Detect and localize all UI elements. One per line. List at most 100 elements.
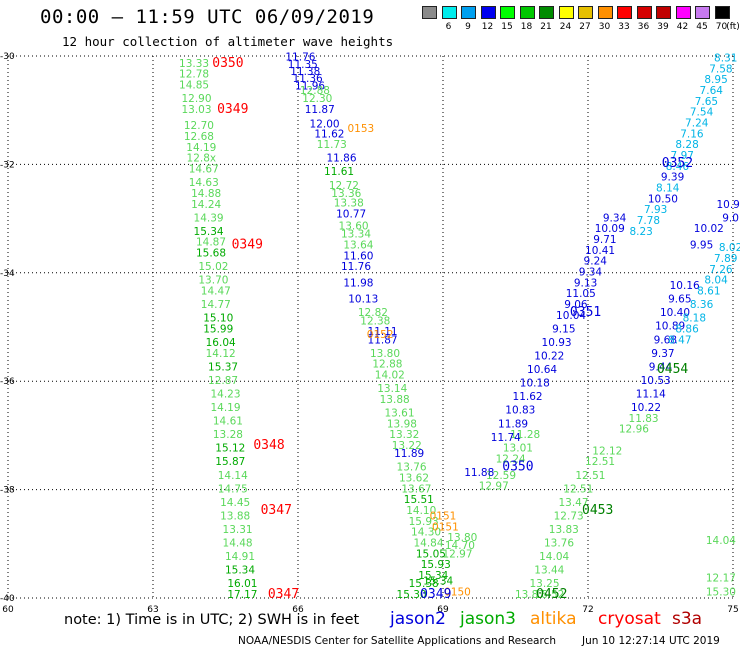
wave-height-value: 14.77 (201, 299, 231, 311)
wave-height-value: 11.36 (293, 73, 323, 85)
wave-height-value: 7.24 (685, 117, 709, 129)
wave-height-value: 11.87 (305, 104, 335, 116)
wave-height-value: 13.76 (544, 538, 574, 550)
wave-height-value: 12.17 (706, 573, 736, 585)
lon-tick-label: 72 (582, 605, 593, 615)
legend-label: 45 (696, 22, 708, 32)
legend-swatch (675, 6, 691, 19)
wave-height-value: 10.50 (648, 193, 678, 205)
wave-height-value: 11.98 (343, 277, 373, 289)
wave-height-value: 13.88 (380, 394, 410, 406)
lat-tick-label: -38 (0, 486, 15, 496)
wave-height-value: 12.8x (187, 153, 217, 165)
pass-time-label: 0349 (420, 587, 451, 602)
wave-height-value: 13.03 (181, 104, 211, 116)
wave-height-value: 12.38 (360, 315, 390, 327)
units-note: note: 1) Time is in UTC; 2) SWH is in fe… (64, 612, 360, 628)
wave-height-value: 12.87 (208, 375, 238, 387)
wave-height-value: 11.89 (498, 418, 528, 430)
legend-swatch (558, 6, 574, 19)
satellite-jason3: jason3 (460, 609, 516, 629)
wave-height-value: 11.74 (491, 432, 521, 444)
wave-height-value: 11.62 (513, 391, 543, 403)
wave-height-value: 14.70 (445, 540, 475, 552)
wave-height-value: 8.18 (683, 313, 706, 325)
wave-height-value: 12.73 (554, 510, 584, 522)
wave-height-value: 12.51 (575, 470, 605, 482)
wave-height-value: 13.34 (341, 229, 371, 241)
legend-swatch (597, 6, 613, 19)
wave-height-value: 7.65 (695, 96, 718, 108)
wave-height-value: 15.30 (397, 589, 427, 601)
wave-height-value: 13.61 (384, 407, 414, 419)
wave-height-value: 8.47 (668, 334, 691, 346)
legend-swatch (461, 6, 476, 19)
wave-height-value: 9.06 (564, 299, 588, 311)
wave-height-value: 14.87 (196, 237, 226, 249)
wave-height-value: 14.02 (375, 369, 405, 381)
wave-height-value: 12.30 (302, 93, 332, 105)
wave-height-value: 12.97 (479, 481, 509, 493)
wave-height-value: 17.17 (227, 589, 257, 601)
wave-height-value: 12.24 (496, 454, 526, 466)
wave-height-value: 16.52 (534, 589, 564, 601)
wave-height-value: 14.12 (206, 348, 236, 360)
legend-label: 6 (445, 22, 452, 32)
wave-height-value: 9.15 (552, 323, 575, 335)
wave-height-value: 0151 (432, 521, 459, 533)
wave-height-value: 14.75 (218, 483, 248, 495)
legend-swatch (519, 6, 535, 19)
wave-height-value: 9.24 (584, 256, 608, 268)
wave-height-value: 0152 (367, 329, 394, 341)
wave-height-value: 14.88 (191, 188, 221, 200)
pass-time-label: 0349 (232, 237, 263, 252)
wave-height-value: 14.04 (539, 551, 569, 563)
wave-height-value: 15.93 (409, 516, 439, 528)
wave-height-value: 8.02 (719, 242, 740, 254)
lon-tick-label: 60 (2, 605, 14, 615)
wave-height-value: 10.13 (348, 294, 378, 306)
wave-height-value: 11.96 (295, 81, 325, 93)
lat-tick-label: -40 (0, 594, 15, 604)
pass-time-label: 0347 (261, 503, 292, 518)
wave-height-value: 14.30 (411, 527, 441, 539)
wave-height-value: 7.26 (709, 264, 733, 276)
legend-label: 12 (481, 22, 494, 32)
pass-time-label: 0452 (536, 587, 567, 602)
legend-label: 70 (715, 22, 728, 32)
wave-height-value: 15.38 (409, 578, 439, 590)
wave-height-value: 7.93 (644, 204, 667, 216)
lat-tick-label: -30 (0, 52, 15, 62)
wave-height-value: 10.09 (595, 223, 625, 235)
wave-height-value: 10.18 (520, 378, 550, 390)
wave-height-value: 13.98 (387, 418, 417, 430)
wave-height-value: 12.70 (184, 120, 214, 132)
credit-text: NOAA/NESDIS Center for Satellite Applica… (238, 635, 556, 647)
wave-height-value: 9.39 (661, 172, 684, 184)
wave-height-value: 10.41 (585, 245, 615, 257)
wave-height-value: 13.83 (549, 524, 579, 536)
wave-height-value: 11.83 (629, 413, 659, 425)
wave-height-value: 13.76 (397, 462, 427, 474)
wave-height-value: 13.60 (339, 220, 369, 232)
wave-height-value: 10.53 (641, 375, 671, 387)
wave-height-value: 11.76 (285, 51, 315, 63)
legend-label: 24 (559, 22, 572, 32)
legend-unit-label: (ft) (726, 22, 740, 32)
lon-tick-label: 75 (727, 605, 738, 615)
wave-height-value: 13.32 (389, 429, 419, 441)
wave-height-value: 14.19 (186, 142, 216, 154)
wave-height-value: 8.23 (629, 226, 652, 238)
wave-height-value: 12.96 (619, 424, 649, 436)
wave-height-value: 13.88 (220, 510, 250, 522)
legend-label: 33 (618, 22, 630, 32)
legend-label: 30 (598, 22, 611, 32)
wave-height-value: 10.77 (336, 209, 366, 221)
wave-height-value: 16.01 (227, 578, 257, 590)
wave-height-value: 13.80 (447, 532, 477, 544)
wave-height-value: 13.33 (179, 58, 209, 70)
wave-height-value: 11.60 (343, 250, 373, 262)
wave-height-value: 8.31 (714, 52, 737, 64)
lat-tick-label: -34 (0, 269, 15, 279)
